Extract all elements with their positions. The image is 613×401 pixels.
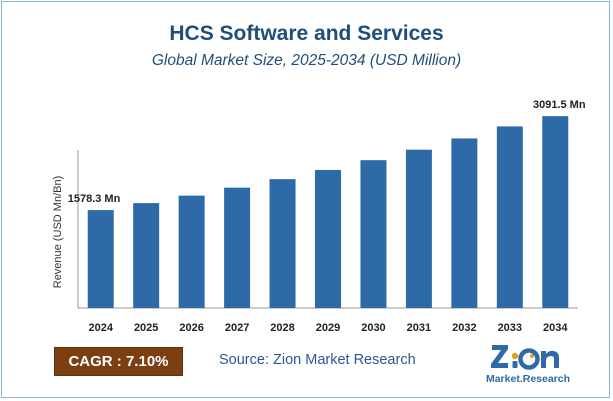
bar-2025	[133, 203, 160, 308]
bar-2029	[315, 169, 341, 308]
x-tick-label-2029: 2029	[316, 322, 340, 334]
cagr-label: CAGR :	[68, 353, 122, 370]
x-tick-label-2031: 2031	[407, 322, 431, 334]
bar-2028	[269, 179, 296, 308]
x-tick-label-2033: 2033	[498, 322, 522, 334]
x-tick-label-2024: 2024	[88, 322, 113, 334]
bar-2032	[451, 138, 478, 308]
source-text: Source: Zion Market Research	[219, 352, 416, 368]
cagr-badge: CAGR : 7.10%	[54, 347, 183, 376]
bar-2033	[496, 126, 523, 309]
data-label-2024: 1578.3 Mn	[68, 193, 121, 205]
cagr-value: 7.10%	[125, 353, 169, 370]
chart-title: HCS Software and Services	[169, 22, 444, 45]
x-tick-label-2026: 2026	[179, 322, 203, 334]
x-tick-label-2030: 2030	[361, 322, 385, 334]
x-tick-label-2025: 2025	[134, 322, 158, 334]
bar-2027	[224, 187, 251, 308]
chart-subtitle: Global Market Size, 2025-2034 (USD Milli…	[151, 52, 462, 69]
x-tick-label-2028: 2028	[270, 322, 294, 334]
bar-2024	[87, 210, 114, 308]
x-tick-label-2032: 2032	[452, 322, 476, 334]
data-label-2034: 3091.5 Mn	[533, 99, 586, 111]
bar-2034	[542, 116, 569, 309]
bar-2031	[405, 149, 432, 308]
zion-logo: Market.Research	[486, 345, 570, 385]
x-tick-label-2027: 2027	[225, 322, 249, 334]
bar-2030	[360, 160, 387, 308]
svg-text:Market.Research: Market.Research	[486, 373, 570, 385]
x-tick-label-2034: 2034	[543, 322, 568, 334]
bar-2026	[178, 195, 205, 308]
